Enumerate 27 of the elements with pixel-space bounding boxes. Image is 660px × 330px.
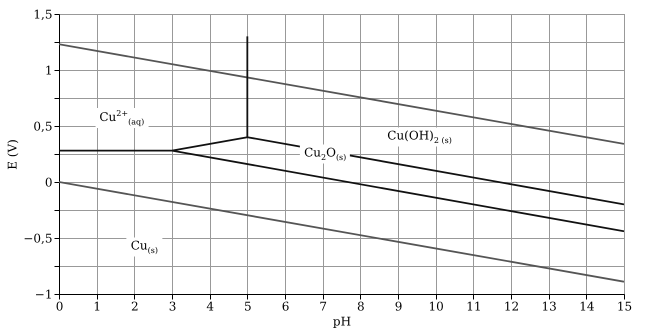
x-tick-label: 2 [131, 300, 139, 314]
y-tick-label: 1 [44, 64, 52, 78]
x-tick-label: 10 [428, 300, 444, 314]
x-tick-label: 6 [282, 300, 290, 314]
x-tick-label: 12 [504, 300, 520, 314]
annotation: Cu$_{(s)}$ [126, 237, 162, 256]
y-tick-label: −1 [34, 288, 52, 302]
x-tick-label: 1 [93, 300, 101, 314]
x-tick-label: 11 [466, 300, 482, 314]
y-tick-label: 1,5 [33, 8, 52, 22]
x-axis-title: pH [332, 314, 352, 328]
x-tick-label: 8 [357, 300, 365, 314]
x-tick-label: 14 [579, 300, 595, 314]
x-tick-label: 0 [56, 300, 64, 314]
y-tick-label: 0,5 [33, 120, 52, 134]
x-tick-label: 4 [206, 300, 214, 314]
x-tick-label: 7 [319, 300, 327, 314]
x-tick-label: 15 [616, 300, 632, 314]
y-axis-title: E (V) [5, 139, 20, 170]
y-tick-label: 0 [44, 176, 52, 190]
annotation: Cu(OH)$_{2 (s)}$ [383, 128, 456, 147]
x-tick-label: 13 [542, 300, 557, 314]
y-tick-label: −0,5 [23, 232, 52, 246]
x-tick-label: 9 [394, 300, 402, 314]
annotation: Cu$_{2}$O$_{(s)}$ [300, 144, 350, 164]
x-tick-label: 5 [244, 300, 252, 314]
x-tick-label: 3 [168, 300, 176, 314]
